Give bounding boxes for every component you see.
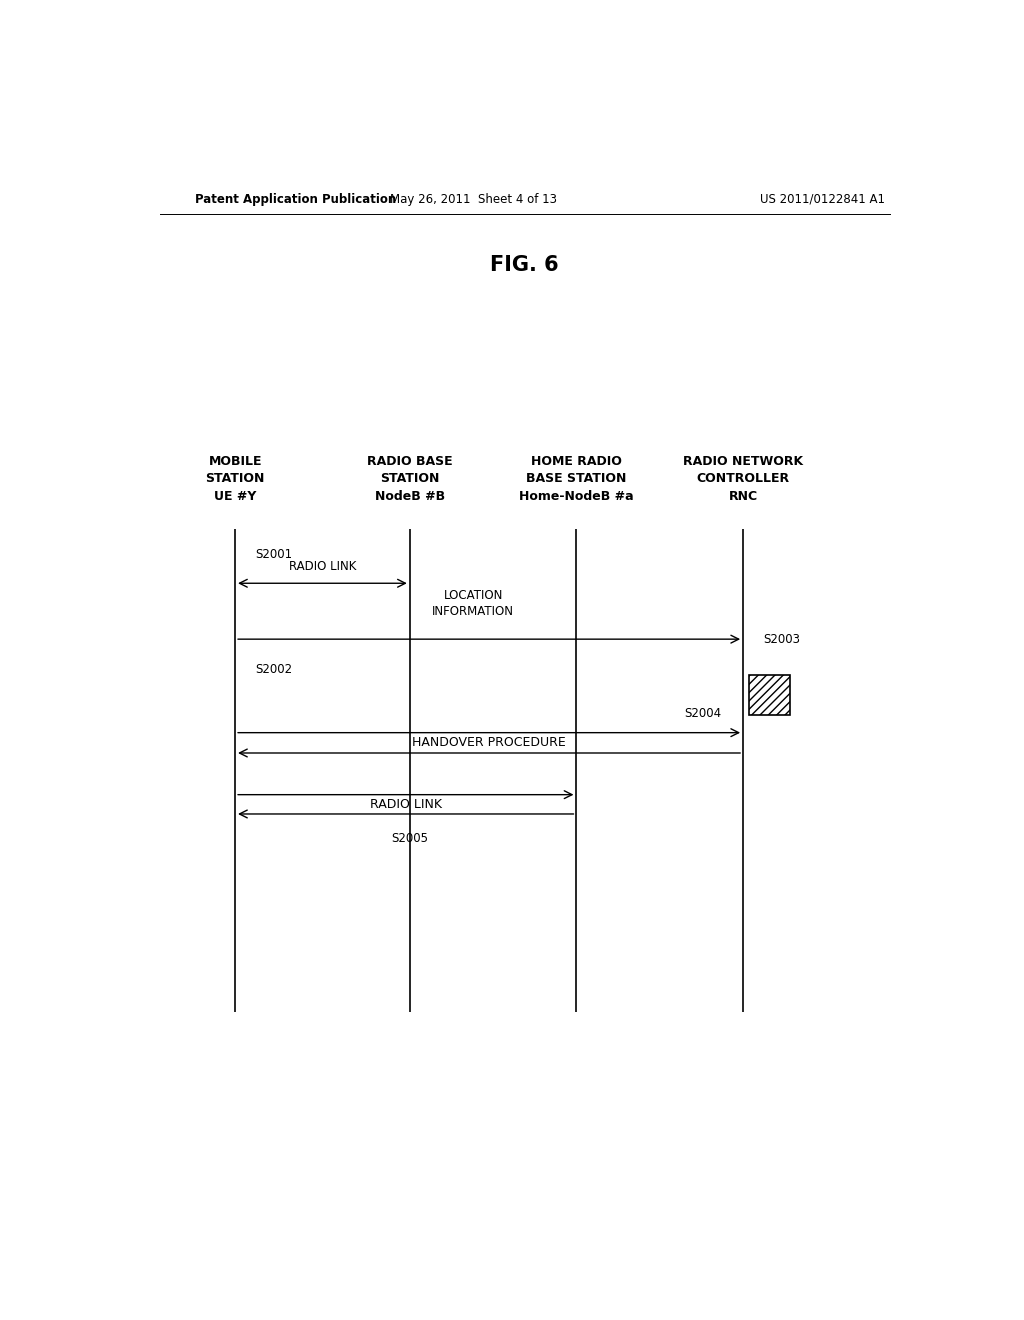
Text: RADIO LINK: RADIO LINK — [370, 797, 441, 810]
Text: Patent Application Publication: Patent Application Publication — [196, 193, 396, 206]
Text: S2004: S2004 — [684, 708, 722, 721]
Text: HANDOVER PROCEDURE: HANDOVER PROCEDURE — [413, 737, 566, 750]
Text: RADIO BASE
STATION
NodeB #B: RADIO BASE STATION NodeB #B — [367, 454, 453, 503]
Text: MOBILE
STATION
UE #Y: MOBILE STATION UE #Y — [206, 454, 265, 503]
Text: LOCATION
INFORMATION: LOCATION INFORMATION — [432, 589, 514, 618]
Text: May 26, 2011  Sheet 4 of 13: May 26, 2011 Sheet 4 of 13 — [390, 193, 557, 206]
Text: HOME RADIO
BASE STATION
Home-NodeB #a: HOME RADIO BASE STATION Home-NodeB #a — [519, 454, 634, 503]
Text: RADIO LINK: RADIO LINK — [289, 560, 356, 573]
Text: RADIO NETWORK
CONTROLLER
RNC: RADIO NETWORK CONTROLLER RNC — [683, 454, 803, 503]
Text: S2003: S2003 — [763, 632, 800, 645]
Bar — [749, 675, 790, 715]
Text: US 2011/0122841 A1: US 2011/0122841 A1 — [760, 193, 885, 206]
Text: S2005: S2005 — [391, 833, 428, 845]
Text: FIG. 6: FIG. 6 — [490, 255, 559, 275]
Text: S2001: S2001 — [255, 548, 292, 561]
Text: S2002: S2002 — [255, 663, 292, 676]
